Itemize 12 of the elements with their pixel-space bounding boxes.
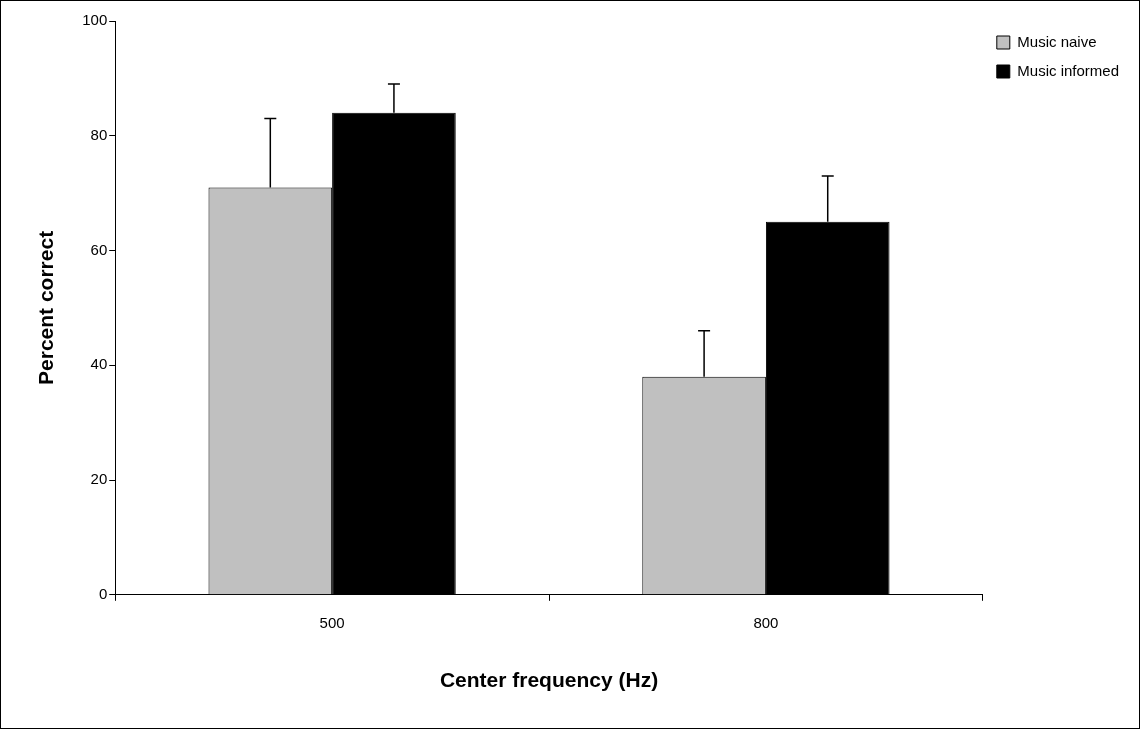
x-tick-label: 500: [319, 613, 345, 631]
x-tick-label: 800: [753, 613, 779, 631]
x-axis-title: Center frequency (Hz): [439, 668, 659, 692]
y-tick-label: 0: [98, 584, 108, 602]
y-tick-label: 80: [90, 125, 108, 143]
legend-label: Music naive: [1017, 32, 1097, 50]
legend-label: Music informed: [1017, 61, 1120, 79]
y-tick-label: 100: [82, 11, 108, 29]
y-axis-title: Percent correct: [34, 230, 58, 385]
y-tick-label: 60: [90, 240, 108, 258]
y-tick-label: 20: [90, 470, 108, 488]
y-tick-label: 40: [90, 355, 108, 373]
